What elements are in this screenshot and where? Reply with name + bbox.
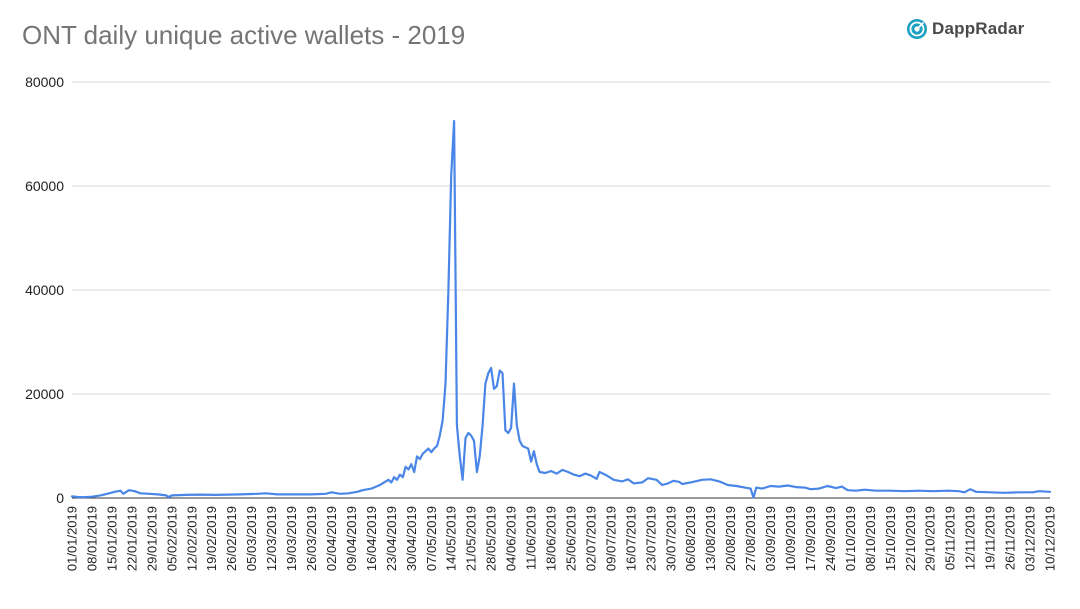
x-tick-label: 01/10/2019 bbox=[843, 506, 858, 571]
x-tick-label: 03/12/2019 bbox=[1023, 506, 1038, 571]
x-tick-label: 26/03/2019 bbox=[304, 506, 319, 571]
x-tick-label: 09/07/2019 bbox=[603, 506, 618, 571]
x-tick-label: 04/06/2019 bbox=[504, 506, 519, 571]
x-tick-label: 12/02/2019 bbox=[184, 506, 199, 571]
x-tick-label: 11/06/2019 bbox=[524, 506, 539, 570]
brand-logo: DappRadar bbox=[906, 18, 1025, 40]
x-tick-label: 06/08/2019 bbox=[683, 506, 698, 571]
x-tick-label: 30/07/2019 bbox=[663, 506, 678, 571]
x-tick-label: 22/01/2019 bbox=[124, 506, 139, 571]
x-tick-label: 24/09/2019 bbox=[823, 506, 838, 571]
y-tick-label: 20000 bbox=[25, 386, 64, 402]
x-tick-label: 29/01/2019 bbox=[144, 506, 159, 571]
x-tick-label: 12/11/2019 bbox=[963, 506, 978, 570]
x-tick-label: 15/10/2019 bbox=[883, 506, 898, 571]
x-tick-label: 01/01/2019 bbox=[65, 506, 80, 571]
x-tick-label: 14/05/2019 bbox=[444, 506, 459, 571]
x-tick-label: 02/07/2019 bbox=[583, 506, 598, 571]
x-tick-label: 27/08/2019 bbox=[743, 506, 758, 571]
x-tick-label: 20/08/2019 bbox=[723, 506, 738, 571]
x-tick-label: 26/02/2019 bbox=[224, 506, 239, 571]
x-tick-label: 23/04/2019 bbox=[384, 506, 399, 571]
x-tick-label: 16/04/2019 bbox=[364, 506, 379, 571]
y-tick-label: 80000 bbox=[25, 74, 64, 90]
x-tick-label: 03/09/2019 bbox=[763, 506, 778, 571]
chart-title: ONT daily unique active wallets - 2019 bbox=[22, 20, 466, 50]
brand-name: DappRadar bbox=[932, 19, 1025, 38]
x-tick-label: 29/10/2019 bbox=[923, 506, 938, 571]
x-tick-label: 21/05/2019 bbox=[464, 506, 479, 571]
x-tick-label: 08/10/2019 bbox=[863, 506, 878, 571]
grid-lines bbox=[72, 81, 1050, 499]
x-tick-label: 10/09/2019 bbox=[783, 506, 798, 571]
x-tick-label: 19/03/2019 bbox=[284, 506, 299, 571]
x-tick-label: 22/10/2019 bbox=[903, 506, 918, 571]
x-tick-label: 26/11/2019 bbox=[1003, 506, 1018, 570]
x-tick-label: 12/03/2019 bbox=[264, 506, 279, 571]
radar-icon bbox=[907, 19, 927, 39]
x-tick-label: 19/11/2019 bbox=[983, 506, 998, 570]
x-tick-label: 05/03/2019 bbox=[244, 506, 259, 571]
series-line-0 bbox=[70, 119, 1052, 499]
x-tick-label: 15/01/2019 bbox=[104, 506, 119, 571]
x-tick-label: 25/06/2019 bbox=[564, 506, 579, 571]
x-tick-label: 28/05/2019 bbox=[484, 506, 499, 571]
x-tick-label: 19/02/2019 bbox=[204, 506, 219, 571]
x-tick-label: 05/02/2019 bbox=[164, 506, 179, 571]
y-tick-label: 40000 bbox=[25, 282, 64, 298]
x-tick-label: 10/12/2019 bbox=[1043, 506, 1058, 571]
y-tick-label: 0 bbox=[56, 490, 64, 506]
x-tick-label: 07/05/2019 bbox=[424, 506, 439, 571]
x-tick-label: 02/04/2019 bbox=[324, 506, 339, 571]
series-layer bbox=[70, 119, 1052, 499]
x-tick-label: 05/11/2019 bbox=[943, 506, 958, 570]
y-tick-label: 60000 bbox=[25, 178, 64, 194]
x-tick-label: 18/06/2019 bbox=[544, 506, 559, 571]
x-tick-label: 16/07/2019 bbox=[623, 506, 638, 571]
x-tick-label: 23/07/2019 bbox=[643, 506, 658, 571]
x-tick-label: 09/04/2019 bbox=[344, 506, 359, 571]
x-tick-label: 17/09/2019 bbox=[803, 506, 818, 571]
x-axis-ticks: 01/01/2019 08/01/2019 15/01/2019 22/01/2019… bbox=[65, 506, 1058, 571]
x-tick-label: 30/04/2019 bbox=[404, 506, 419, 571]
x-tick-label: 13/08/2019 bbox=[703, 506, 718, 571]
x-tick-label: 08/01/2019 bbox=[85, 506, 100, 571]
y-axis-ticks: 0 20000 40000 60000 80000 bbox=[25, 74, 64, 506]
